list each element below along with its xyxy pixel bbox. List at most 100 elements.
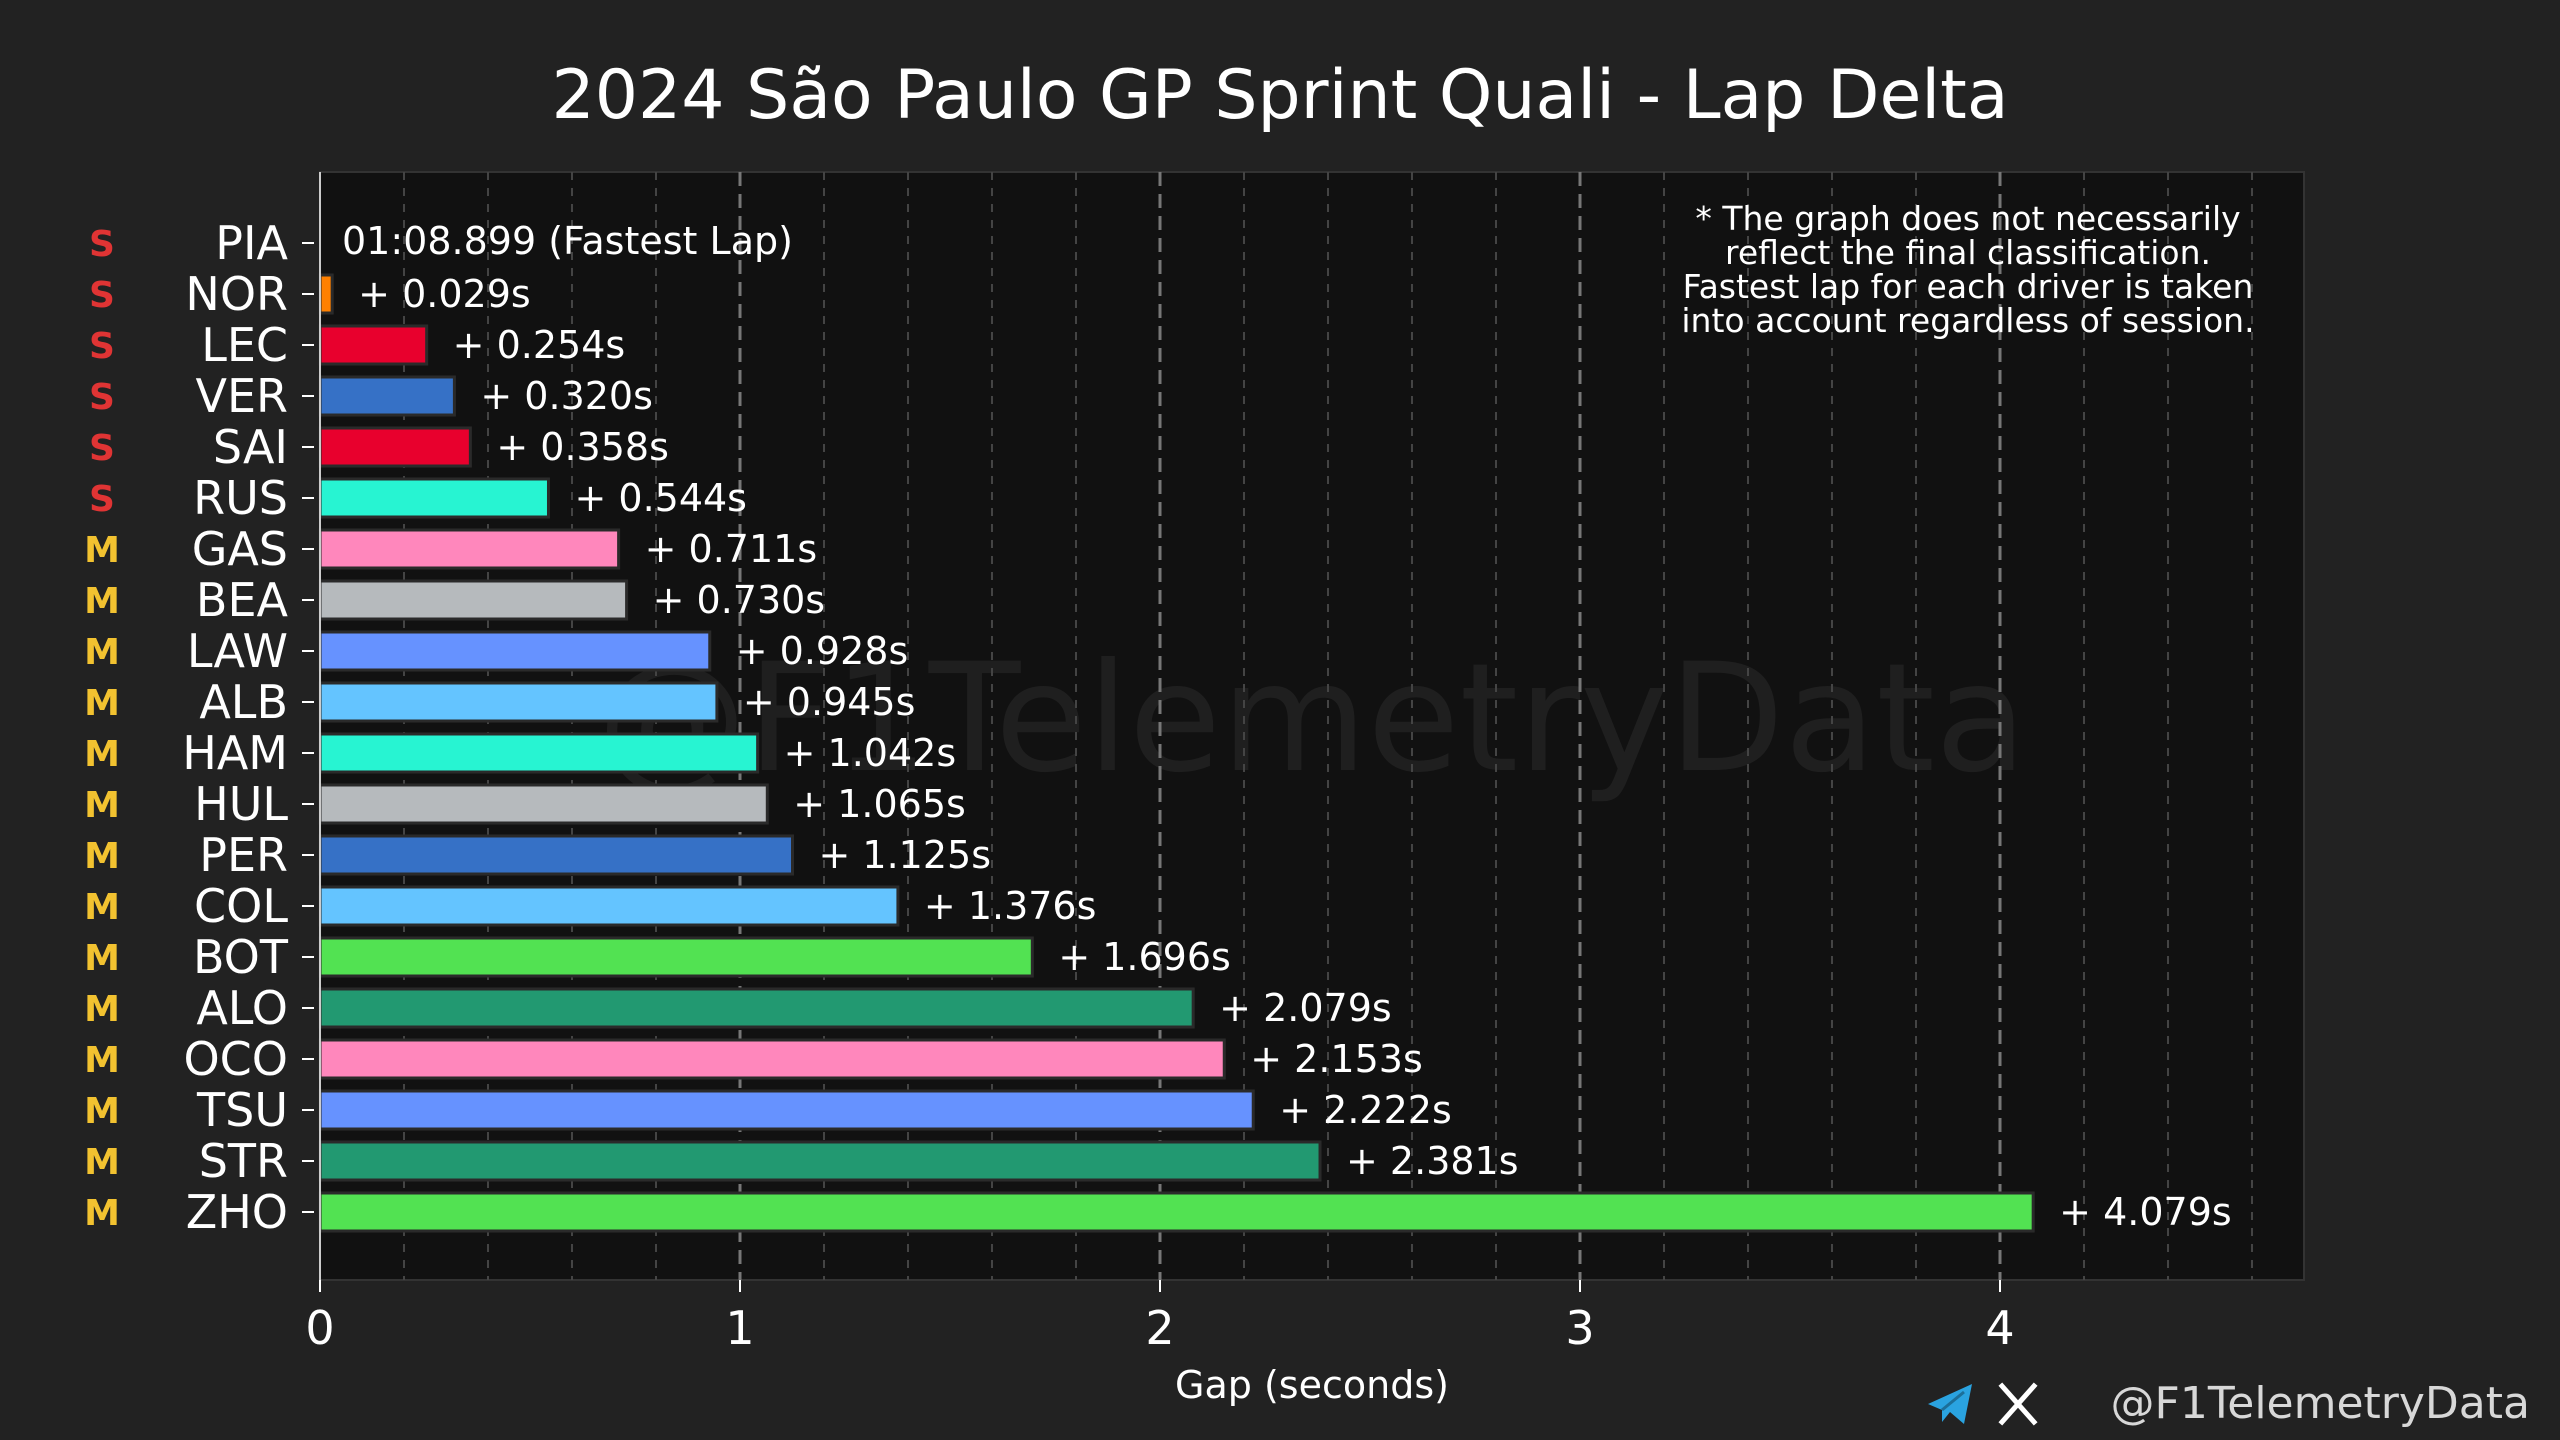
- data-label-nor: + 0.029s: [358, 272, 531, 316]
- watermark: @F1TelemetryData: [597, 632, 2027, 806]
- data-label-lec: + 0.254s: [453, 323, 626, 367]
- driver-label-hul: HUL: [194, 777, 288, 831]
- x-axis-title: Gap (seconds): [1175, 1363, 1449, 1407]
- tyre-label-alb: M: [84, 683, 120, 724]
- note-line-1: * The graph does not necessarily: [1695, 199, 2240, 238]
- tyre-label-lec: S: [89, 326, 115, 367]
- tyre-label-law: M: [84, 632, 120, 673]
- bar-lec: [318, 324, 429, 366]
- data-label-oco: + 2.153s: [1250, 1037, 1423, 1081]
- telegram-icon[interactable]: [1928, 1384, 1972, 1424]
- driver-label-ver: VER: [196, 369, 289, 423]
- driver-label-nor: NOR: [185, 267, 288, 321]
- fastest-lap-label: 01:08.899 (Fastest Lap): [342, 219, 793, 263]
- data-label-gas: + 0.711s: [645, 527, 818, 571]
- driver-label-col: COL: [194, 879, 288, 933]
- driver-label-alb: ALB: [199, 675, 288, 729]
- tyre-label-ham: M: [84, 734, 120, 775]
- bar-nor: [318, 273, 334, 315]
- data-label-col: + 1.376s: [924, 884, 1097, 928]
- note-line-3: Fastest lap for each driver is taken: [1683, 267, 2254, 306]
- driver-label-oco: OCO: [183, 1032, 288, 1086]
- driver-label-law: LAW: [187, 624, 288, 678]
- data-label-ver: + 0.320s: [480, 374, 653, 418]
- driver-label-rus: RUS: [193, 471, 288, 525]
- data-label-zho: + 4.079s: [2059, 1190, 2232, 1234]
- bar-sai: [318, 426, 472, 468]
- driver-label-per: PER: [199, 828, 288, 882]
- bar-ver: [318, 375, 456, 417]
- data-label-bot: + 1.696s: [1058, 935, 1231, 979]
- x-tick-label: 3: [1565, 1301, 1594, 1355]
- data-label-sai: + 0.358s: [496, 425, 669, 469]
- x-logo-icon[interactable]: [1998, 1382, 2038, 1426]
- bar-tsu: [318, 1089, 1255, 1131]
- tyre-label-zho: M: [84, 1193, 120, 1234]
- driver-label-gas: GAS: [192, 522, 288, 576]
- tyre-label-str: M: [84, 1142, 120, 1183]
- bar-law: [318, 630, 712, 672]
- tyre-label-hul: M: [84, 785, 120, 826]
- bar-alo: [318, 987, 1195, 1029]
- data-label-str: + 2.381s: [1346, 1139, 1519, 1183]
- tyre-label-col: M: [84, 887, 120, 928]
- driver-label-sai: SAI: [213, 420, 288, 474]
- bars: + 0.029s + 0.254s + 0.320s + 0.358s + 0.544s…: [318, 272, 2232, 1234]
- note-line-4: into account regardless of session.: [1681, 301, 2254, 340]
- x-tick-label: 0: [305, 1301, 334, 1355]
- data-label-bea: + 0.730s: [653, 578, 826, 622]
- driver-label-alo: ALO: [196, 981, 288, 1035]
- bar-rus: [318, 477, 550, 519]
- bar-per: [318, 834, 794, 876]
- x-tick-label: 1: [725, 1301, 754, 1355]
- tyre-label-bot: M: [84, 938, 120, 979]
- driver-label-bea: BEA: [196, 573, 289, 627]
- data-label-ham: + 1.042s: [784, 731, 957, 775]
- driver-labels: S PIA S NOR S LEC S VER S SAI S RUS M GAS M BEA M LAW M ALB…: [84, 216, 314, 1239]
- bar-zho: [318, 1191, 2035, 1233]
- data-label-law: + 0.928s: [736, 629, 909, 673]
- data-label-per: + 1.125s: [819, 833, 992, 877]
- x-axis: 0 1 2 3 4: [305, 172, 2015, 1355]
- x-tick-label: 2: [1145, 1301, 1174, 1355]
- tyre-label-bea: M: [84, 581, 120, 622]
- bar-bea: [318, 579, 629, 621]
- credit: @F1TelemetryData: [1928, 1378, 2530, 1429]
- driver-label-bot: BOT: [193, 930, 289, 984]
- tyre-label-pia: S: [89, 224, 115, 265]
- bar-alb: [318, 681, 719, 723]
- data-label-tsu: + 2.222s: [1279, 1088, 1452, 1132]
- data-label-rus: + 0.544s: [574, 476, 747, 520]
- tyre-label-tsu: M: [84, 1091, 120, 1132]
- data-label-hul: + 1.065s: [793, 782, 966, 826]
- data-label-alo: + 2.079s: [1219, 986, 1392, 1030]
- tyre-label-rus: S: [89, 479, 115, 520]
- data-label-alb: + 0.945s: [743, 680, 916, 724]
- credit-handle[interactable]: @F1TelemetryData: [2111, 1378, 2530, 1429]
- driver-label-tsu: TSU: [196, 1083, 288, 1137]
- driver-label-lec: LEC: [201, 318, 288, 372]
- bar-oco: [318, 1038, 1226, 1080]
- bar-bot: [318, 936, 1034, 978]
- bar-gas: [318, 528, 621, 570]
- bar-hul: [318, 783, 769, 825]
- bar-ham: [318, 732, 760, 774]
- tyre-label-ver: S: [89, 377, 115, 418]
- chart-title: 2024 São Paulo GP Sprint Quali - Lap Del…: [551, 56, 2008, 135]
- x-tick-label: 4: [1985, 1301, 2014, 1355]
- driver-label-zho: ZHO: [186, 1185, 288, 1239]
- bar-col: [318, 885, 900, 927]
- driver-label-str: STR: [199, 1134, 288, 1188]
- driver-label-pia: PIA: [215, 216, 288, 270]
- note-line-2: reflect the final classification.: [1725, 233, 2211, 272]
- tyre-label-gas: M: [84, 530, 120, 571]
- driver-label-ham: HAM: [182, 726, 288, 780]
- bar-str: [318, 1140, 1322, 1182]
- tyre-label-per: M: [84, 836, 120, 877]
- tyre-label-alo: M: [84, 989, 120, 1030]
- tyre-label-nor: S: [89, 275, 115, 316]
- tyre-label-oco: M: [84, 1040, 120, 1081]
- note-box: * The graph does not necessarily reflect…: [1681, 199, 2254, 340]
